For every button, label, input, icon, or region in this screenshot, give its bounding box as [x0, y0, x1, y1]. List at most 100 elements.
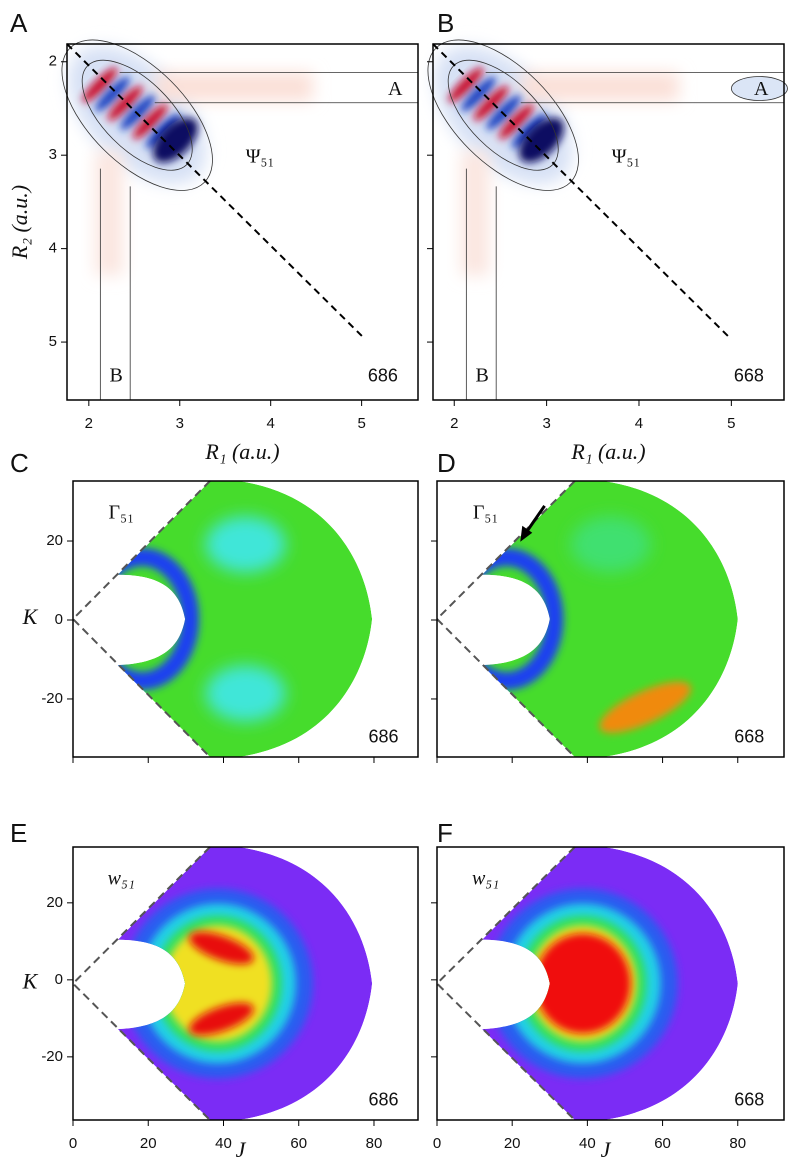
annotation: A [754, 78, 769, 100]
notch-edge [117, 548, 199, 690]
x-tick-label: 20 [504, 1135, 521, 1152]
panel-letter: B [437, 8, 454, 38]
annotation: A [388, 78, 403, 100]
region [482, 481, 738, 757]
wave-lobe [498, 104, 534, 140]
annotation: 668 [734, 1090, 764, 1110]
y-tick-label: 3 [49, 146, 57, 163]
panel-letter: F [437, 818, 453, 848]
high-gamma [570, 516, 651, 573]
low-gamma [599, 681, 692, 733]
x-tick-label: 80 [366, 1135, 383, 1152]
region-fill [117, 481, 373, 757]
y-tick-label: 2 [49, 53, 57, 70]
wave-lobe [132, 104, 168, 140]
density-tail [95, 150, 124, 276]
density-tail [520, 72, 679, 101]
weight-peak [189, 931, 254, 965]
panel: B 2 3 4 5 R₁ (a.u.) Ψ₅₁ A B 668 [427, 8, 788, 464]
high-gamma [205, 665, 286, 722]
annotation: 686 [368, 726, 398, 746]
x-tick-label: 4 [267, 415, 275, 432]
wave-lobe [448, 67, 484, 103]
wave-lobe [486, 95, 522, 131]
plot-frame [432, 43, 785, 401]
wave-lobe [511, 113, 547, 149]
diagonal [66, 43, 363, 337]
annotation: Ψ₅₁ [612, 146, 641, 168]
wave-lobe [152, 117, 198, 163]
panel-letter: C [10, 448, 29, 478]
diagonal [432, 43, 729, 337]
annotation: B [475, 364, 488, 386]
y-tick-label: 0 [55, 611, 63, 628]
y-tick-label: 20 [46, 532, 63, 549]
panel-letter: D [437, 448, 456, 478]
notch [117, 941, 176, 1026]
wave-lobe [461, 76, 497, 112]
region [117, 847, 373, 1120]
x-tick-label: 60 [654, 1135, 671, 1152]
panel-letter: A [10, 8, 28, 38]
plot-frame [72, 480, 419, 758]
y-tick-label: 5 [49, 333, 57, 350]
weight-peak [534, 933, 631, 1034]
panel: D Γ₅₁ 668 [431, 448, 785, 763]
annotation: B [109, 364, 122, 386]
annotation: 686 [368, 1090, 398, 1110]
density-tail [461, 150, 490, 276]
panel: A 2 3 4 5 2 3 4 5 R₁ (a.u.) R₂ (a.u.) Ψ₅₁ A B 686 [7, 8, 419, 464]
panel-letter: E [10, 818, 27, 848]
wave-lobe [120, 95, 156, 131]
y-axis-label: K [22, 604, 39, 629]
plot-frame [436, 480, 785, 758]
wave-lobe [518, 117, 564, 163]
y-tick-label: 0 [55, 971, 63, 988]
wave-lobe [107, 85, 143, 121]
x-tick-label: 3 [176, 415, 184, 432]
weight-peak [189, 1002, 254, 1036]
x-axis-label: J [601, 1137, 612, 1162]
x-tick-label: 3 [542, 415, 550, 432]
plot-frame [72, 846, 419, 1121]
y-axis-label: R₂ (a.u.) [7, 185, 32, 260]
x-tick-label: 2 [85, 415, 93, 432]
x-tick-label: 5 [727, 415, 735, 432]
notch [482, 941, 540, 1026]
region [117, 481, 373, 757]
plot-frame [66, 43, 419, 401]
y-axis-label: K [22, 969, 39, 994]
x-tick-label: 40 [215, 1135, 232, 1152]
annotation: w₅₁ [472, 867, 499, 889]
notch-edge [482, 548, 564, 690]
arrow-head [520, 525, 533, 542]
x-axis-label: J [236, 1137, 247, 1162]
x-tick-label: 40 [579, 1135, 596, 1152]
panel: C -20 0 20 K Γ₅₁ 686 [10, 448, 419, 763]
x-tick-label: 0 [433, 1135, 441, 1152]
annotation: Γ₅₁ [473, 502, 499, 524]
wave-lobe [145, 113, 181, 149]
y-tick-label: -20 [41, 690, 63, 707]
y-tick-label: -20 [41, 1048, 63, 1065]
contour-line [731, 76, 788, 101]
x-tick-label: 5 [357, 415, 365, 432]
plot-frame [436, 846, 785, 1121]
y-tick-label: 4 [49, 240, 57, 257]
annotation: 668 [734, 366, 764, 386]
x-axis-label: R₁ (a.u.) [204, 439, 279, 464]
x-tick-label: 80 [729, 1135, 746, 1152]
region [482, 847, 738, 1120]
x-tick-label: 2 [450, 415, 458, 432]
x-tick-label: 60 [290, 1135, 307, 1152]
annotation: Γ₅₁ [109, 502, 135, 524]
x-tick-label: 0 [69, 1135, 77, 1152]
arrow [524, 504, 546, 535]
wave-lobe [473, 85, 509, 121]
x-axis-label: R₁ (a.u.) [570, 439, 645, 464]
wave-lobe [82, 67, 118, 103]
y-tick-label: 20 [46, 894, 63, 911]
